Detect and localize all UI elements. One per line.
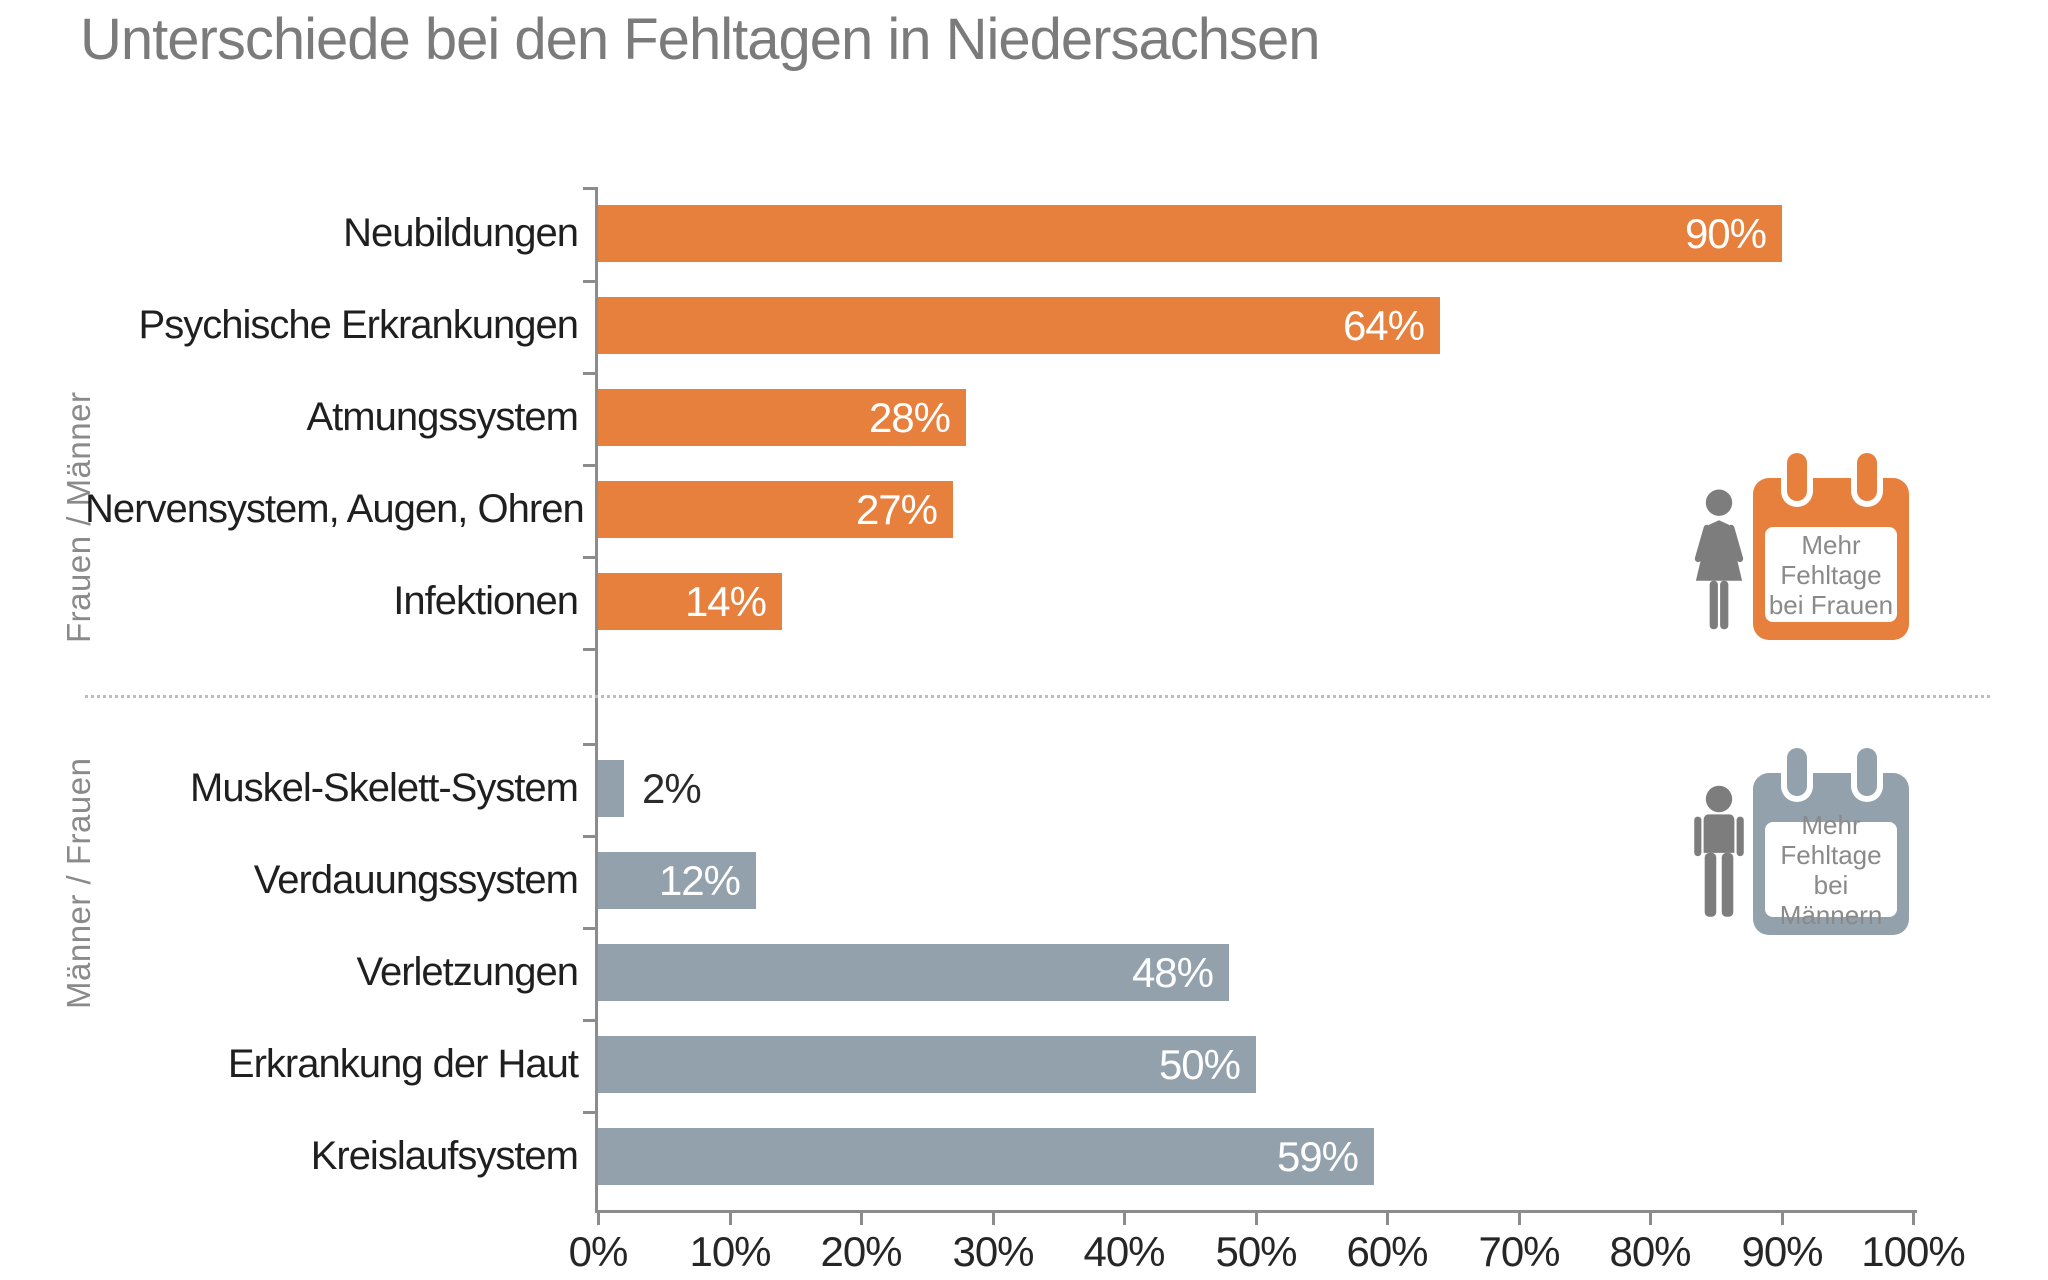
y-axis-tick xyxy=(583,1019,598,1022)
x-axis-tick-label: 70% xyxy=(1478,1228,1560,1275)
calendar-panel: Mehr Fehltage bei Frauen xyxy=(1765,527,1897,622)
category-label-erkrankung-der-haut: Erkrankung der Haut xyxy=(227,1042,579,1086)
x-axis-tick xyxy=(729,1210,732,1225)
legend-note-maenner: Mehr Fehltage bei Männern xyxy=(1779,809,1883,930)
x-axis-tick-label: 20% xyxy=(820,1228,902,1275)
y-axis-tick xyxy=(583,927,598,930)
calendar-body: Mehr Fehltage bei Frauen xyxy=(1753,478,1909,640)
bar-verletzungen: 48% xyxy=(598,944,1229,1001)
bar-value-label: 14% xyxy=(684,578,767,625)
category-label-verdauungssystem: Verdauungssystem xyxy=(253,858,579,902)
x-axis-tick-label: 50% xyxy=(1215,1228,1297,1275)
bar-value-label: 27% xyxy=(855,486,938,533)
calendar-ring-icon xyxy=(1787,453,1807,501)
calendar-ring-icon xyxy=(1857,748,1877,796)
category-label-muskel-skelett-system: Muskel-Skelett-System xyxy=(190,766,579,810)
bar-erkrankung-der-haut: 50% xyxy=(598,1036,1256,1093)
bar-value-label: 64% xyxy=(1342,302,1425,349)
x-axis-tick xyxy=(992,1210,995,1225)
bar-value-label: 2% xyxy=(642,765,702,812)
x-axis-tick xyxy=(1123,1210,1126,1225)
bar-value-label: 48% xyxy=(1131,949,1214,996)
y-axis-tick xyxy=(583,187,598,190)
x-axis-tick-label: 60% xyxy=(1346,1228,1428,1275)
bar-muskel-skelett-system xyxy=(598,760,624,817)
bar-psychische-erkrankungen: 64% xyxy=(598,297,1440,354)
x-axis-tick xyxy=(1649,1210,1652,1225)
x-axis-tick-label: 0% xyxy=(568,1228,629,1275)
bar-value-label: 50% xyxy=(1158,1041,1241,1088)
legend-note-frauen: Mehr Fehltage bei Frauen xyxy=(1768,529,1894,620)
y-axis-tick xyxy=(583,372,598,375)
woman-icon xyxy=(1694,489,1744,630)
x-axis-tick xyxy=(597,1210,600,1225)
x-axis-tick xyxy=(1255,1210,1258,1225)
category-label-atmungssystem: Atmungssystem xyxy=(306,395,579,439)
x-axis-tick xyxy=(1781,1210,1784,1225)
x-axis-tick xyxy=(1518,1210,1521,1225)
chart-title: Unterschiede bei den Fehltagen in Nieder… xyxy=(80,7,1320,72)
category-label-infektionen: Infektionen xyxy=(393,579,579,623)
bar-nervensystem-augen-ohren: 27% xyxy=(598,481,953,538)
bar-value-label: 90% xyxy=(1684,210,1767,257)
category-label-nervensystem-augen-ohren: Nervensystem, Augen, Ohren xyxy=(85,487,585,531)
bar-value-label: 12% xyxy=(658,857,741,904)
y-axis-tick xyxy=(583,556,598,559)
x-axis-tick-label: 40% xyxy=(1083,1228,1165,1275)
bar-value-label: 28% xyxy=(868,394,951,441)
x-axis-tick-label: 30% xyxy=(952,1228,1034,1275)
calendar-panel: Mehr Fehltage bei Männern xyxy=(1765,810,1897,930)
category-label-verletzungen: Verletzungen xyxy=(356,950,579,994)
legend-maenner: Mehr Fehltage bei Männern xyxy=(1686,745,1926,955)
bar-neubildungen: 90% xyxy=(598,205,1782,262)
legend-frauen: Mehr Fehltage bei Frauen xyxy=(1686,450,1926,660)
y-axis-tick xyxy=(583,280,598,283)
section-divider-dotted-line xyxy=(85,695,1990,698)
x-axis-tick xyxy=(1386,1210,1389,1225)
man-icon xyxy=(1694,785,1744,917)
x-axis-tick xyxy=(1912,1210,1915,1225)
calendar-ring-icon xyxy=(1787,748,1807,796)
y-axis-tick xyxy=(583,464,598,467)
y-axis-tick xyxy=(583,1111,598,1114)
x-axis-tick-label: 10% xyxy=(689,1228,771,1275)
bar-infektionen: 14% xyxy=(598,573,782,630)
calendar-ring-icon xyxy=(1857,453,1877,501)
y-axis-tick xyxy=(583,835,598,838)
x-axis-tick-label: 90% xyxy=(1741,1228,1823,1275)
y-axis-tick xyxy=(583,743,598,746)
category-label-psychische-erkrankungen: Psychische Erkrankungen xyxy=(138,303,579,347)
bar-value-label: 59% xyxy=(1276,1133,1359,1180)
category-label-neubildungen: Neubildungen xyxy=(343,211,579,255)
x-axis-tick xyxy=(860,1210,863,1225)
calendar-icon-orange: Mehr Fehltage bei Frauen xyxy=(1753,450,1909,645)
bar-kreislaufsystem: 59% xyxy=(598,1128,1374,1185)
calendar-icon-gray: Mehr Fehltage bei Männern xyxy=(1753,745,1909,940)
x-axis-tick-label: 100% xyxy=(1861,1228,1965,1275)
calendar-body: Mehr Fehltage bei Männern xyxy=(1753,773,1909,935)
x-axis-tick-label: 80% xyxy=(1609,1228,1691,1275)
y-axis-tick xyxy=(583,648,598,651)
bar-verdauungssystem: 12% xyxy=(598,852,756,909)
category-label-kreislaufsystem: Kreislaufsystem xyxy=(310,1134,579,1178)
bar-atmungssystem: 28% xyxy=(598,389,966,446)
y-axis-line xyxy=(595,187,598,1213)
